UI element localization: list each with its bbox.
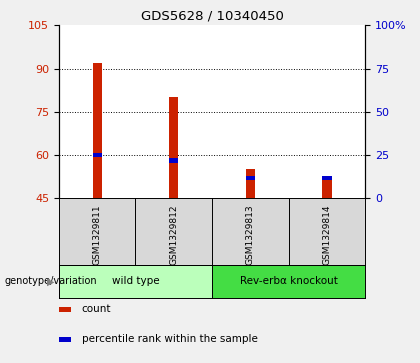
- Text: ▶: ▶: [47, 276, 55, 286]
- Bar: [323, 176, 332, 180]
- Bar: [59, 265, 212, 298]
- Text: GSM1329813: GSM1329813: [246, 205, 255, 265]
- Bar: [59, 337, 71, 342]
- Title: GDS5628 / 10340450: GDS5628 / 10340450: [141, 10, 284, 23]
- Text: GSM1329814: GSM1329814: [323, 205, 331, 265]
- Bar: [169, 158, 178, 163]
- Text: count: count: [82, 305, 111, 314]
- Text: percentile rank within the sample: percentile rank within the sample: [82, 334, 258, 344]
- Bar: [323, 178, 332, 198]
- Bar: [92, 152, 102, 157]
- Bar: [59, 307, 71, 311]
- Bar: [212, 265, 365, 298]
- Text: GSM1329811: GSM1329811: [93, 205, 102, 265]
- Text: GSM1329812: GSM1329812: [169, 205, 178, 265]
- Text: wild type: wild type: [112, 276, 159, 286]
- Bar: [92, 63, 102, 198]
- Bar: [246, 176, 255, 180]
- Bar: [246, 169, 255, 198]
- Text: genotype/variation: genotype/variation: [4, 276, 97, 286]
- Text: Rev-erbα knockout: Rev-erbα knockout: [240, 276, 338, 286]
- Bar: [169, 97, 178, 198]
